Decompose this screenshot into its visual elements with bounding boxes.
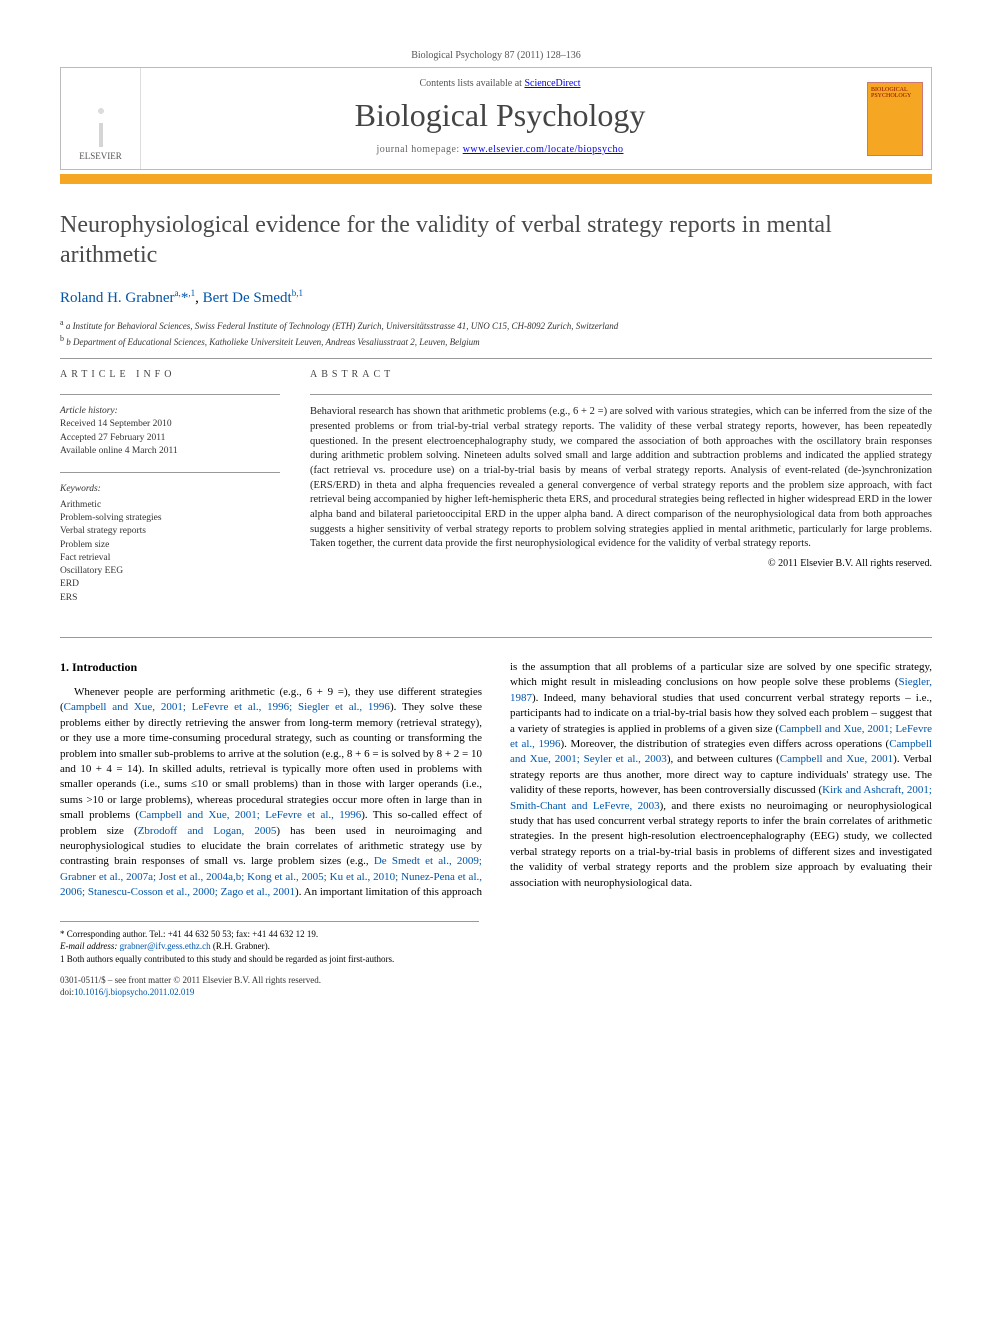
abstract-text: Behavioral research has shown that arith… (310, 405, 932, 552)
intro-paragraph: Whenever people are performing arithmeti… (60, 660, 932, 900)
divider (60, 637, 932, 638)
affiliation: b b Department of Educational Sciences, … (60, 333, 932, 349)
homepage-prefix: journal homepage: (376, 144, 462, 155)
doi-link[interactable]: 10.1016/j.biopsycho.2011.02.019 (74, 987, 194, 997)
keyword: ERS (60, 592, 280, 605)
homepage-line: journal homepage: www.elsevier.com/locat… (141, 144, 859, 155)
affiliation: a a Institute for Behavioral Sciences, S… (60, 317, 932, 333)
citation-link[interactable]: Campbell and Xue, 2001; LeFevre et al., … (139, 809, 361, 821)
body-text-span: ). Moreover, the distribution of strateg… (560, 738, 889, 750)
elsevier-tree-icon (77, 99, 125, 147)
footer-meta: 0301-0511/$ – see front matter © 2011 El… (60, 975, 932, 998)
footnotes: * Corresponding author. Tel.: +41 44 632… (60, 921, 479, 966)
author-sup: b,1 (292, 288, 303, 298)
divider (60, 472, 280, 473)
history-label: Article history: (60, 405, 280, 418)
citation-link[interactable]: Campbell and Xue, 2001; LeFevre et al., … (64, 701, 390, 713)
article-history: Article history: Received 14 September 2… (60, 405, 280, 458)
journal-cover-cell: BIOLOGICAL PSYCHOLOGY (859, 68, 931, 169)
keywords-label: Keywords: (60, 483, 280, 496)
affiliations: a a Institute for Behavioral Sciences, S… (60, 317, 932, 348)
article-info-column: ARTICLE INFO Article history: Received 1… (60, 369, 280, 619)
body-text-span: ). They solve these problems either by d… (60, 701, 482, 821)
sciencedirect-link[interactable]: ScienceDirect (524, 78, 580, 89)
journal-reference: Biological Psychology 87 (2011) 128–136 (60, 50, 932, 61)
body-columns: 1. Introduction Whenever people are perf… (60, 660, 932, 900)
journal-title: Biological Psychology (141, 97, 859, 134)
author-link[interactable]: Roland H. Grabner (60, 290, 175, 306)
affiliation-text: a Institute for Behavioral Sciences, Swi… (66, 321, 618, 331)
keyword: Arithmetic (60, 499, 280, 512)
journal-header: ELSEVIER Contents lists available at Sci… (60, 67, 932, 170)
online-date: Available online 4 March 2011 (60, 445, 280, 458)
keyword: Problem size (60, 539, 280, 552)
email-link[interactable]: grabner@ifv.gess.ethz.ch (120, 941, 211, 951)
email-line: E-mail address: grabner@ifv.gess.ethz.ch… (60, 940, 479, 953)
body-text-span: ), and between cultures ( (667, 753, 780, 765)
email-label: E-mail address: (60, 941, 120, 951)
elsevier-logo: ELSEVIER (77, 99, 125, 161)
keyword: ERD (60, 578, 280, 591)
publisher-logo-cell: ELSEVIER (61, 68, 141, 169)
citation-link[interactable]: Campbell and Xue, 2001 (780, 753, 893, 765)
abstract-label: ABSTRACT (310, 369, 932, 380)
publisher-name: ELSEVIER (79, 151, 122, 161)
divider (60, 358, 932, 359)
accent-bar (60, 174, 932, 184)
citation-link[interactable]: Zbrodoff and Logan, 2005 (138, 825, 277, 837)
article-title: Neurophysiological evidence for the vali… (60, 210, 932, 270)
abstract-copyright: © 2011 Elsevier B.V. All rights reserved… (310, 558, 932, 569)
author-sup: ,1 (188, 288, 195, 298)
keyword: Fact retrieval (60, 552, 280, 565)
contents-prefix: Contents lists available at (419, 78, 524, 89)
author-contribution-note: 1 Both authors equally contributed to th… (60, 953, 479, 966)
keywords-block: Keywords: Arithmetic Problem-solving str… (60, 483, 280, 605)
header-center: Contents lists available at ScienceDirec… (141, 68, 859, 169)
body-text-span: ), and there exists no neuroimaging or n… (510, 800, 932, 889)
accepted-date: Accepted 27 February 2011 (60, 432, 280, 445)
keyword: Verbal strategy reports (60, 525, 280, 538)
keyword: Oscillatory EEG (60, 565, 280, 578)
section-heading: 1. Introduction (60, 660, 482, 675)
affiliation-text: b Department of Educational Sciences, Ka… (66, 337, 479, 347)
doi-line: doi:10.1016/j.biopsycho.2011.02.019 (60, 987, 932, 999)
article-info-label: ARTICLE INFO (60, 369, 280, 380)
divider (310, 394, 932, 395)
author-link[interactable]: Bert De Smedt (203, 290, 292, 306)
divider (60, 394, 280, 395)
homepage-link[interactable]: www.elsevier.com/locate/biopsycho (463, 144, 624, 155)
corresponding-author: * Corresponding author. Tel.: +41 44 632… (60, 928, 479, 941)
received-date: Received 14 September 2010 (60, 418, 280, 431)
front-matter-line: 0301-0511/$ – see front matter © 2011 El… (60, 975, 932, 987)
email-paren: (R.H. Grabner). (211, 941, 270, 951)
keyword: Problem-solving strategies (60, 512, 280, 525)
abstract-column: ABSTRACT Behavioral research has shown t… (310, 369, 932, 619)
journal-cover-thumb: BIOLOGICAL PSYCHOLOGY (867, 82, 923, 156)
contents-line: Contents lists available at ScienceDirec… (141, 78, 859, 89)
authors: Roland H. Grabnera,*,1, Bert De Smedtb,1 (60, 288, 932, 307)
doi-label: doi: (60, 987, 74, 997)
